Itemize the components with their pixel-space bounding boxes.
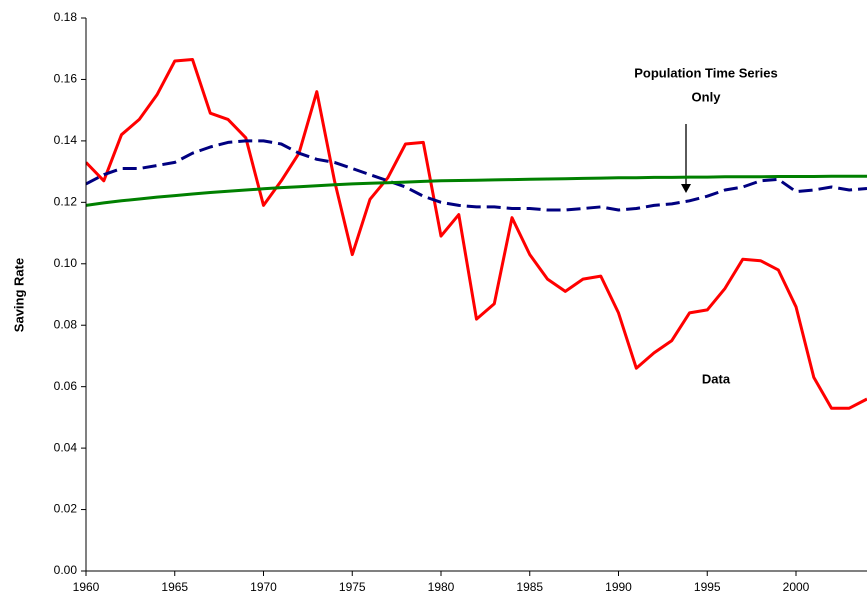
y-tick-label: 0.12 [54, 195, 78, 209]
y-tick-label: 0.06 [54, 379, 78, 393]
annotation: Data [702, 371, 731, 386]
y-tick-label: 0.10 [54, 256, 78, 270]
x-tick-label: 1995 [694, 580, 721, 594]
series-line [86, 174, 867, 207]
plot-area [86, 58, 867, 410]
arrow-head [681, 184, 691, 193]
y-axis-label: Saving Rate [11, 258, 26, 332]
y-tick-label: 0.18 [54, 10, 78, 24]
x-tick-label: 1960 [73, 580, 100, 594]
y-tick-label: 0.08 [54, 317, 78, 331]
x-tick-label: 1985 [516, 580, 543, 594]
series-line [86, 58, 867, 410]
y-tick-label: 0.16 [54, 72, 78, 86]
series-line [86, 139, 867, 212]
y-tick-label: 0.02 [54, 502, 78, 516]
x-tick-label: 1965 [161, 580, 188, 594]
x-tick-label: 1980 [428, 580, 455, 594]
x-tick-label: 1975 [339, 580, 366, 594]
annotation: Population Time Series [634, 65, 778, 80]
y-tick-label: 0.14 [54, 133, 78, 147]
x-tick-label: 1990 [605, 580, 632, 594]
y-tick-label: 0.00 [54, 563, 78, 577]
y-tick-label: 0.04 [54, 440, 78, 454]
annotation: Only [692, 89, 722, 104]
x-tick-label: 1970 [250, 580, 277, 594]
x-tick-label: 2000 [783, 580, 810, 594]
